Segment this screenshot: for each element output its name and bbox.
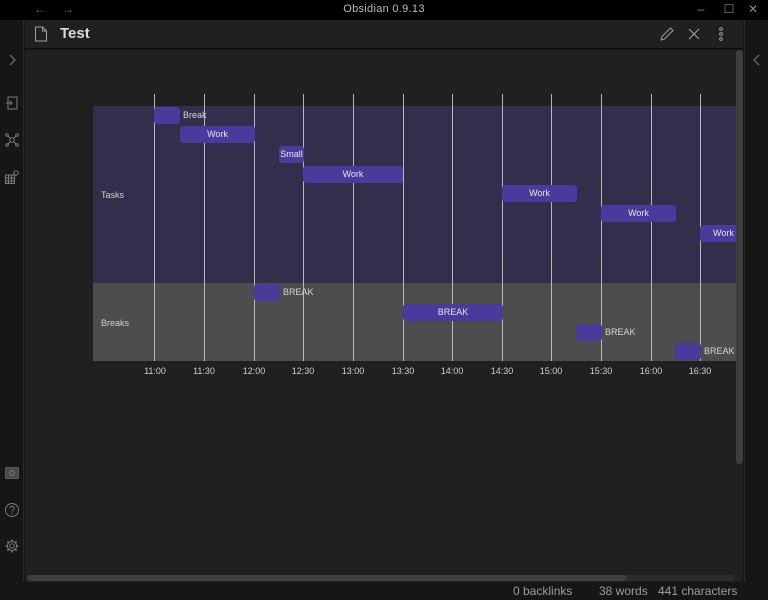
minimize-icon[interactable]: –: [697, 2, 705, 16]
x-tick: 11:30: [193, 366, 215, 376]
plugins-icon[interactable]: [4, 169, 20, 185]
gridline: [154, 94, 155, 361]
vault-switcher-icon[interactable]: [4, 465, 20, 481]
task-bar-small[interactable]: Small: [279, 146, 304, 163]
x-tick: 11:00: [144, 366, 166, 376]
x-tick: 16:30: [688, 366, 712, 376]
x-tick: 12:30: [291, 366, 315, 376]
more-options-icon[interactable]: [713, 26, 729, 42]
vertical-scrollbar[interactable]: [736, 50, 743, 464]
maximize-icon[interactable]: ☐: [723, 2, 735, 16]
break-bar[interactable]: [254, 284, 280, 301]
right-ribbon: [744, 20, 768, 582]
task-bar-break[interactable]: [154, 107, 180, 124]
expand-right-sidebar-icon[interactable]: [749, 52, 765, 68]
gridline: [452, 94, 453, 361]
break-label: BREAK: [605, 327, 636, 337]
open-quick-switcher-icon[interactable]: [4, 95, 20, 111]
x-tick: 15:30: [589, 366, 613, 376]
x-tick: 12:00: [242, 366, 266, 376]
lane-breaks: Breaks: [93, 283, 736, 361]
gridline: [204, 94, 205, 361]
gridline: [353, 94, 354, 361]
left-ribbon: [0, 20, 24, 582]
break-bar[interactable]: [576, 324, 602, 341]
lane-label-breaks: Breaks: [101, 318, 130, 328]
gridline: [551, 94, 552, 361]
close-pane-icon[interactable]: [686, 26, 702, 42]
task-bar-work[interactable]: Work: [180, 126, 255, 143]
task-label: Break: [183, 110, 207, 120]
x-tick: 14:30: [490, 366, 514, 376]
task-bar-work[interactable]: Work: [700, 225, 736, 242]
gridline: [502, 94, 503, 361]
x-tick: 13:30: [391, 366, 415, 376]
lane-label-tasks: Tasks: [101, 190, 125, 200]
expand-sidebar-icon[interactable]: [4, 52, 20, 68]
x-tick: 16:00: [639, 366, 663, 376]
graph-view-icon[interactable]: [4, 132, 20, 148]
horizontal-scrollbar-thumb[interactable]: [27, 575, 627, 581]
close-window-icon[interactable]: ✕: [747, 2, 759, 16]
break-bar[interactable]: [675, 343, 701, 360]
task-bar-work[interactable]: Work: [502, 185, 577, 202]
task-bar-work[interactable]: Work: [601, 205, 676, 222]
document-icon: [35, 26, 47, 42]
back-icon[interactable]: ←: [34, 2, 46, 16]
note-title[interactable]: Test: [60, 25, 90, 42]
break-label: BREAK: [704, 346, 735, 356]
gridline: [303, 94, 304, 361]
break-label: BREAK: [283, 287, 314, 297]
gridline: [403, 94, 404, 361]
character-count: 441 characters: [658, 584, 738, 598]
view-header: Test: [25, 20, 743, 49]
word-count: 38 words: [599, 584, 648, 598]
task-bar-work[interactable]: Work: [303, 166, 403, 183]
gridline: [651, 94, 652, 361]
x-tick: 14:00: [440, 366, 464, 376]
x-tick: 15:00: [539, 366, 563, 376]
backlinks-count[interactable]: 0 backlinks: [513, 584, 573, 598]
window-title: Obsidian 0.9.13: [343, 3, 425, 15]
help-icon[interactable]: [4, 502, 20, 518]
break-bar[interactable]: BREAK: [403, 304, 503, 321]
window-title-bar: ← → Obsidian 0.9.13 – ☐ ✕: [0, 0, 768, 20]
gantt-chart: Tasks Breaks Break Work Small Work Work …: [93, 94, 736, 384]
gridline: [254, 94, 255, 361]
x-tick: 13:00: [341, 366, 365, 376]
gridline: [601, 94, 602, 361]
edit-pencil-icon[interactable]: [659, 26, 675, 42]
status-bar: 0 backlinks 38 words 441 characters: [0, 582, 768, 600]
settings-icon[interactable]: [4, 538, 20, 554]
forward-icon[interactable]: →: [62, 2, 74, 16]
